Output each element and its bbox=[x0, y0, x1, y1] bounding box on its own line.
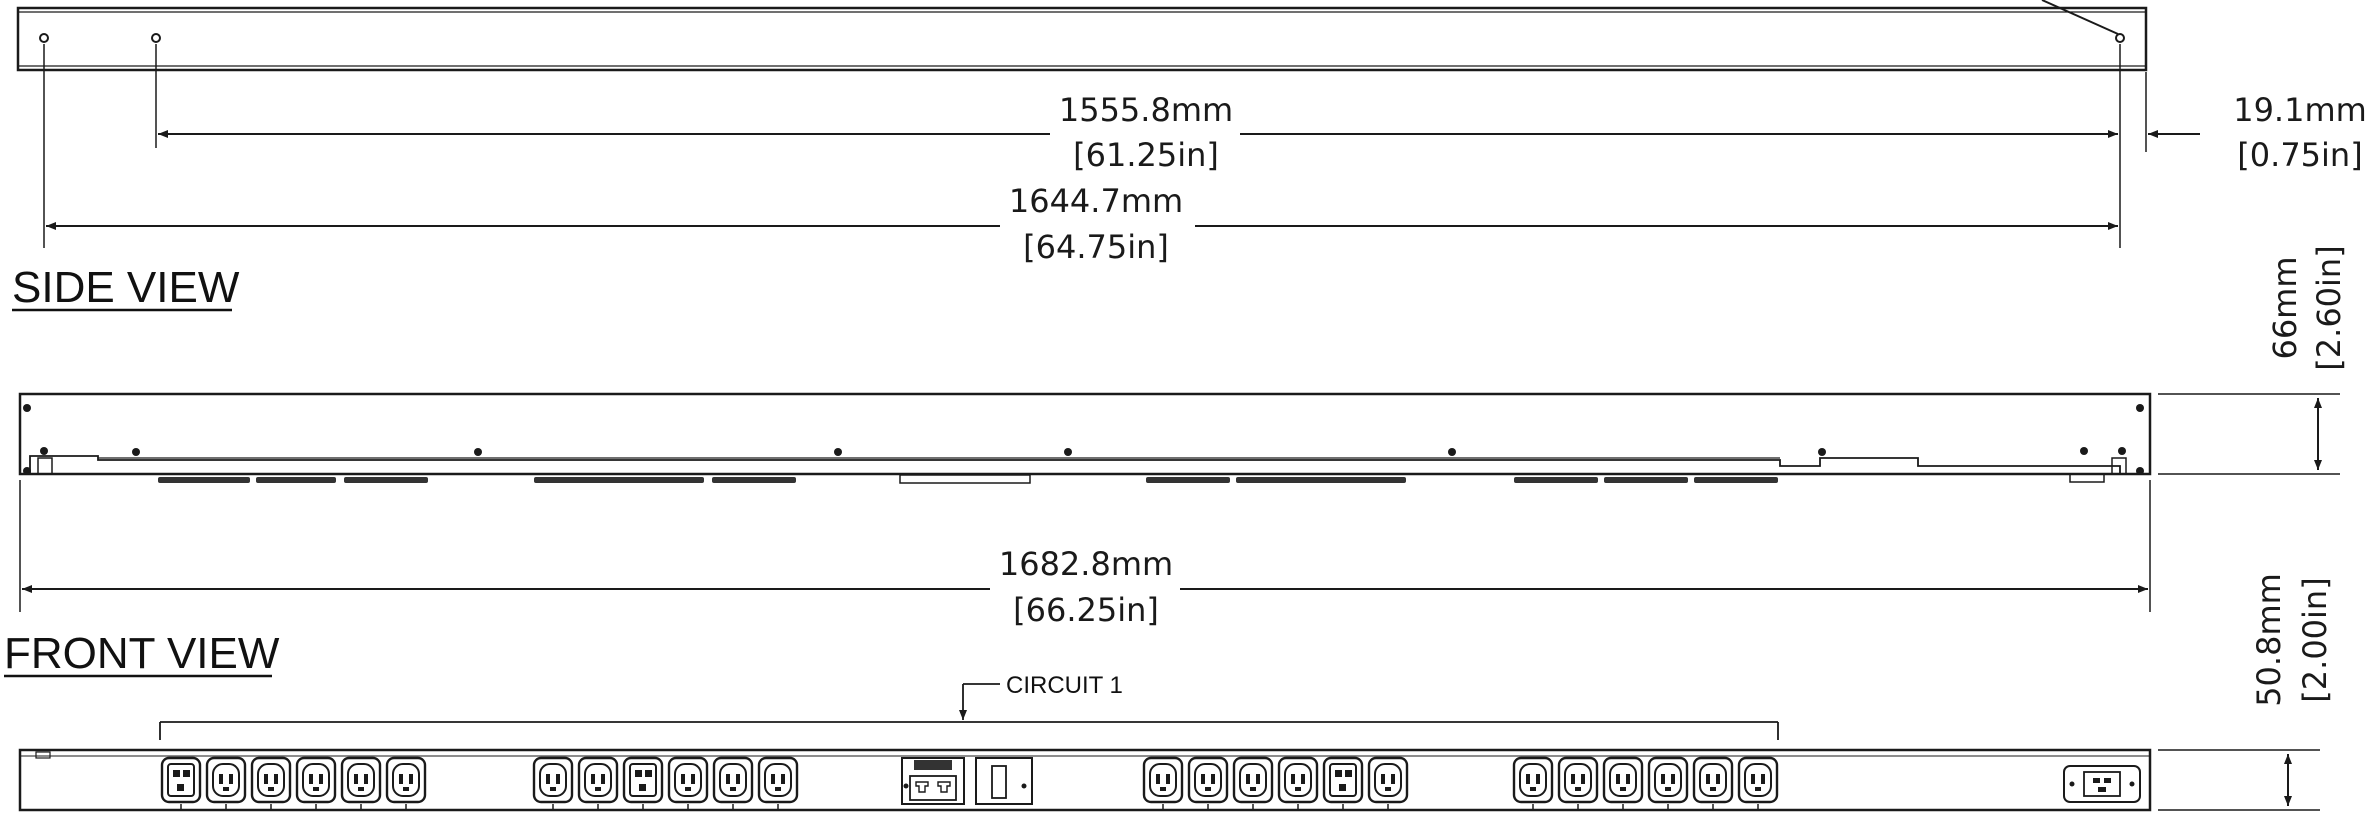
leader-line-top bbox=[2041, 0, 2119, 35]
c13-outlet bbox=[667, 756, 709, 809]
c13-outlet bbox=[1647, 756, 1689, 809]
hole-spacing-mm: 1555.8mm bbox=[1059, 91, 1233, 129]
offset-in: [0.75in] bbox=[2237, 136, 2362, 174]
c13-outlet bbox=[757, 756, 799, 809]
c13-outlet bbox=[205, 756, 247, 809]
c13-outlet bbox=[532, 756, 574, 809]
c13-outlet bbox=[1602, 756, 1644, 809]
c19-outlet bbox=[1322, 756, 1364, 809]
front-length-in: [66.25in] bbox=[1013, 591, 1159, 629]
c13-outlet bbox=[295, 756, 337, 809]
c13-outlet bbox=[1187, 756, 1229, 809]
c13-outlet bbox=[1232, 756, 1274, 809]
height-mm: 66mm bbox=[2266, 256, 2304, 359]
height-in: [2.60in] bbox=[2310, 245, 2348, 370]
circuit-bracket: CIRCUIT 1 bbox=[159, 672, 1779, 740]
c13-outlet bbox=[712, 756, 754, 809]
mounting-hole-3 bbox=[2115, 33, 2125, 43]
offset-mm: 19.1mm bbox=[2233, 91, 2367, 129]
hole-spacing-in: [61.25in] bbox=[1073, 136, 1219, 174]
depth-mm: 50.8mm bbox=[2250, 573, 2288, 707]
c13-outlet bbox=[1512, 756, 1554, 809]
depth-dimension: 50.8mm [2.00in] bbox=[2250, 573, 2334, 806]
c13-outlet bbox=[1142, 756, 1184, 809]
c19-outlet bbox=[622, 756, 664, 809]
power-inlet-icon bbox=[2063, 765, 2141, 803]
side-view-bar bbox=[16, 6, 2148, 72]
hole-spacing-dimension: 1555.8mm [61.25in] bbox=[158, 91, 2118, 174]
overall-length-dimension: 1644.7mm [64.75in] bbox=[46, 182, 2118, 266]
mounting-hole-2 bbox=[151, 33, 161, 43]
depth-in: [2.00in] bbox=[2296, 577, 2334, 702]
c13-outlet bbox=[385, 756, 427, 809]
c13-outlet bbox=[1367, 756, 1409, 809]
network-module bbox=[901, 757, 965, 805]
mounting-hole-1 bbox=[39, 33, 49, 43]
height-dimension: 66mm [2.60in] bbox=[2266, 245, 2348, 470]
c19-outlet bbox=[160, 756, 202, 809]
c13-outlet bbox=[1277, 756, 1319, 809]
offset-dimension: 19.1mm [0.75in] bbox=[2148, 91, 2367, 174]
c13-outlet bbox=[577, 756, 619, 809]
breaker-switch bbox=[975, 757, 1033, 805]
c13-outlet bbox=[250, 756, 292, 809]
c13-outlet bbox=[1557, 756, 1599, 809]
front-length-dimension: 1682.8mm [66.25in] bbox=[22, 545, 2148, 629]
front-length-mm: 1682.8mm bbox=[999, 545, 1173, 583]
overall-length-mm: 1644.7mm bbox=[1009, 182, 1183, 220]
front-view-profile bbox=[18, 392, 2152, 484]
circuit-label: CIRCUIT 1 bbox=[1006, 672, 1123, 699]
front-view-title: FRONT VIEW bbox=[4, 629, 280, 678]
outlet-strip bbox=[18, 748, 2152, 812]
c13-outlet bbox=[340, 756, 382, 809]
c13-outlet bbox=[1692, 756, 1734, 809]
c13-outlet bbox=[1737, 756, 1779, 809]
side-view-title: SIDE VIEW bbox=[12, 263, 240, 312]
overall-length-in: [64.75in] bbox=[1023, 228, 1169, 266]
